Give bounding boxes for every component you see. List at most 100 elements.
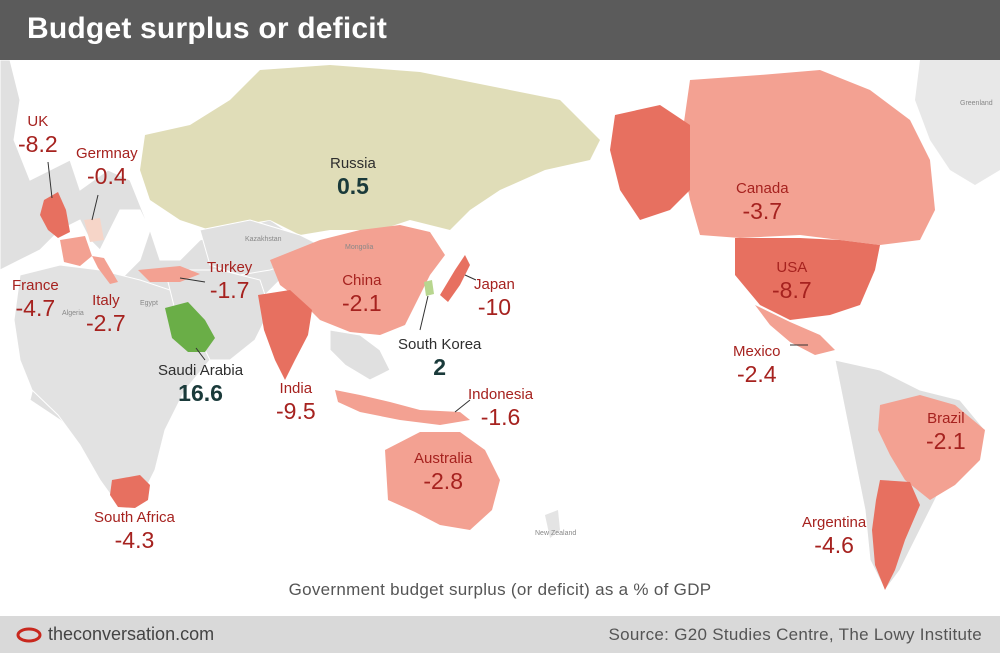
label-canada-value: -3.7 — [742, 198, 783, 224]
land-greenland — [915, 60, 1000, 185]
label-china: China -2.1 — [342, 272, 382, 316]
leader-uk — [47, 161, 53, 199]
label-india: India -9.5 — [276, 380, 316, 424]
footer-brand-link[interactable]: theconversation.com — [48, 624, 215, 644]
label-china-name: China — [342, 272, 382, 289]
label-uk-value: -8.2 — [18, 131, 58, 157]
country-germany — [84, 218, 104, 242]
label-india-name: India — [279, 380, 313, 397]
country-argentina — [872, 480, 920, 590]
label-south-korea-name: South Korea — [398, 336, 482, 353]
label-saudi-arabia: Saudi Arabia 16.6 — [158, 362, 243, 406]
map-title: Budget surplus or deficit — [27, 12, 388, 45]
label-italy-value: -2.7 — [86, 310, 126, 336]
label-argentina: Argentina -4.6 — [802, 514, 866, 558]
label-egypt: Egypt — [140, 300, 158, 307]
country-indonesia — [335, 390, 470, 425]
leader-turkey — [179, 277, 206, 283]
label-canada-name: Canada — [736, 180, 789, 197]
label-south-africa: South Africa -4.3 — [94, 509, 175, 553]
label-brazil-value: -2.1 — [926, 428, 966, 454]
footer-bar: theconversation.com Source: G20 Studies … — [0, 616, 1000, 653]
label-indonesia: Indonesia -1.6 — [468, 386, 533, 430]
label-australia-value: -2.8 — [423, 468, 463, 494]
label-france-value: -4.7 — [15, 295, 56, 321]
land-se-asia — [329, 329, 391, 381]
label-saudi-arabia-value: 16.6 — [178, 380, 223, 406]
label-mexico-name: Mexico — [733, 343, 781, 360]
label-russia: Russia 0.5 — [330, 155, 376, 199]
country-china — [270, 225, 445, 335]
label-india-value: -9.5 — [276, 398, 316, 424]
label-turkey: Turkey -1.7 — [207, 259, 252, 303]
label-south-korea: South Korea 2 — [398, 336, 481, 380]
label-australia: Australia -2.8 — [414, 450, 472, 494]
label-brazil: Brazil -2.1 — [926, 410, 966, 454]
label-germany: Germnay -0.4 — [76, 145, 138, 189]
country-turkey — [138, 266, 200, 282]
label-russia-name: Russia — [330, 155, 376, 172]
country-russia — [140, 65, 600, 235]
leader-saudi-arabia — [195, 347, 206, 361]
leader-japan — [464, 274, 477, 281]
label-turkey-value: -1.7 — [209, 277, 250, 303]
country-brazil — [878, 395, 985, 500]
conversation-logo-icon — [16, 627, 42, 643]
map-caption: Government budget surplus (or deficit) a… — [288, 580, 712, 599]
label-usa: USA -8.7 — [772, 259, 812, 303]
label-brazil-name: Brazil — [927, 410, 965, 427]
country-france — [60, 236, 92, 266]
country-usa-alaska — [610, 105, 690, 220]
label-south-africa-name: South Africa — [94, 509, 175, 526]
country-canada — [680, 70, 935, 245]
land-new-zealand — [545, 510, 560, 538]
label-japan-name: Japan — [474, 276, 515, 293]
label-indonesia-name: Indonesia — [468, 386, 534, 403]
country-south-africa — [110, 475, 150, 508]
label-south-africa-value: -4.3 — [114, 527, 155, 553]
country-saudi-arabia — [165, 302, 215, 352]
label-russia-value: 0.5 — [336, 173, 369, 199]
label-canada: Canada -3.7 — [736, 180, 789, 224]
title-bar: Budget surplus or deficit — [0, 0, 1000, 60]
leader-south-korea — [419, 295, 429, 331]
label-germany-name: Germnay — [76, 145, 138, 162]
label-indonesia-value: -1.6 — [480, 404, 521, 430]
label-saudi-arabia-name: Saudi Arabia — [158, 362, 244, 379]
country-australia — [385, 432, 500, 530]
label-uk: UK -8.2 — [18, 113, 58, 157]
label-italy-name: Italy — [92, 292, 120, 309]
label-china-value: -2.1 — [342, 290, 382, 316]
label-japan: Japan -10 — [474, 276, 515, 320]
country-japan — [440, 255, 470, 302]
label-turkey-name: Turkey — [207, 259, 253, 276]
footer-source: Source: G20 Studies Centre, The Lowy Ins… — [608, 625, 982, 644]
label-france-name: France — [12, 277, 59, 294]
label-italy: Italy -2.7 — [86, 292, 126, 336]
label-mexico: Mexico -2.4 — [733, 343, 781, 387]
label-japan-value: -10 — [477, 294, 512, 320]
country-south-korea — [424, 280, 434, 296]
label-uk-name: UK — [27, 113, 49, 130]
label-mexico-value: -2.4 — [736, 361, 777, 387]
leader-indonesia — [454, 399, 471, 413]
label-kazakhstan: Kazakhstan — [245, 236, 282, 243]
label-germany-value: -0.4 — [87, 163, 127, 189]
label-argentina-value: -4.6 — [814, 532, 854, 558]
country-usa — [735, 238, 880, 320]
label-algeria: Algeria — [62, 310, 84, 317]
label-new-zealand: New Zealand — [535, 530, 577, 537]
label-mongolia: Mongolia — [345, 244, 374, 251]
leader-germany — [91, 194, 99, 221]
label-argentina-name: Argentina — [802, 514, 867, 531]
country-india — [258, 290, 312, 380]
world-map — [0, 60, 1000, 591]
label-usa-name: USA — [776, 259, 808, 276]
country-italy — [92, 256, 118, 284]
label-usa-value: -8.7 — [772, 277, 812, 303]
land-africa-main — [13, 264, 216, 506]
label-greenland: Greenland — [960, 100, 993, 107]
label-france: France -4.7 — [12, 277, 59, 321]
label-south-korea-value: 2 — [433, 354, 447, 380]
country-uk — [40, 192, 70, 238]
